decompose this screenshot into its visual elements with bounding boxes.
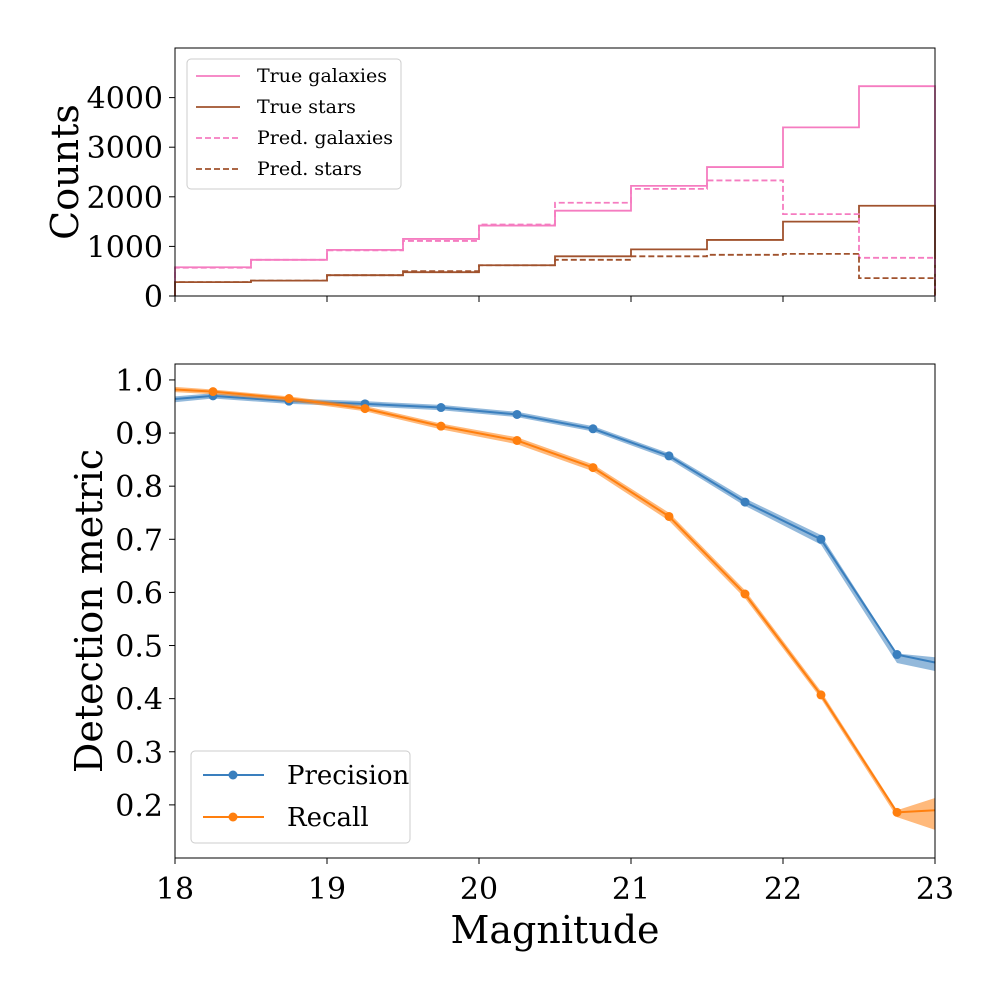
legend-label: Precision bbox=[287, 761, 409, 791]
precision-point bbox=[512, 409, 522, 419]
y-tick-label: 0.4 bbox=[115, 683, 163, 718]
precision-point bbox=[436, 403, 446, 413]
y-tick-label: 0.8 bbox=[115, 470, 163, 505]
precision-point bbox=[740, 497, 750, 507]
axes-frame bbox=[174, 47, 936, 297]
y-tick-label: 0 bbox=[144, 280, 163, 315]
recall-point bbox=[588, 463, 598, 473]
y-tick-label: 0.9 bbox=[115, 417, 163, 452]
y-tick-label: 0.3 bbox=[115, 736, 163, 771]
y-tick-label: 0.6 bbox=[115, 576, 163, 611]
precision-confidence-band bbox=[175, 393, 935, 672]
precision-point bbox=[816, 534, 826, 544]
y-tick-label: 2000 bbox=[87, 181, 163, 216]
detection-metric-panel: 0.2 0.3 0.4 0.5 0.6 0.7 0.8 0.9 1.0 18 19 20 21 22 23 M… bbox=[67, 363, 954, 952]
legend-label: Pred. stars bbox=[257, 158, 362, 180]
y-axis-label: Counts bbox=[43, 104, 87, 240]
legend-marker bbox=[228, 812, 238, 822]
series-step-true-galaxies bbox=[174, 85, 936, 296]
recall-point bbox=[436, 421, 446, 431]
y-tick-label: 1.0 bbox=[115, 364, 163, 399]
legend-label: Pred. galaxies bbox=[257, 127, 393, 149]
recall-point bbox=[284, 394, 294, 404]
x-tick-label: 21 bbox=[612, 872, 650, 907]
y-tick-label: 4000 bbox=[87, 82, 163, 117]
legend-marker bbox=[228, 770, 238, 780]
x-tick-label: 20 bbox=[460, 872, 498, 907]
precision-point bbox=[892, 650, 902, 660]
x-tick-label: 19 bbox=[308, 872, 346, 907]
recall-line bbox=[174, 388, 936, 814]
recall-point bbox=[360, 404, 370, 414]
recall-point bbox=[892, 807, 902, 817]
y-tick-label: 1000 bbox=[87, 230, 163, 265]
precision-point bbox=[588, 424, 598, 434]
x-tick-label: 22 bbox=[764, 872, 802, 907]
y-tick-label: 0.7 bbox=[115, 523, 163, 558]
series-step-pred-galaxies bbox=[174, 179, 936, 296]
recall-point bbox=[740, 589, 750, 599]
legend-label: True stars bbox=[257, 96, 356, 118]
y-tick-label: 3000 bbox=[87, 131, 163, 166]
y-tick-label: 0.5 bbox=[115, 630, 163, 665]
x-tick-label: 23 bbox=[916, 872, 954, 907]
y-tick-label: 0.2 bbox=[115, 789, 163, 824]
series-step-pred-stars bbox=[174, 252, 936, 296]
recall-point bbox=[664, 511, 674, 521]
x-axis-label: Magnitude bbox=[450, 908, 659, 952]
legend: Precision Recall bbox=[190, 750, 411, 844]
recall-point bbox=[208, 387, 218, 397]
legend-label: True galaxies bbox=[257, 65, 387, 87]
recall-point bbox=[512, 435, 522, 445]
precision-line bbox=[174, 394, 936, 664]
y-axis-label: Detection metric bbox=[67, 449, 111, 773]
legend-box bbox=[186, 58, 402, 190]
x-tick-label: 18 bbox=[156, 872, 194, 907]
legend: True galaxies True stars Pred. galaxies Pre… bbox=[186, 58, 402, 190]
axes-frame bbox=[174, 363, 936, 859]
recall-point bbox=[816, 690, 826, 700]
legend-label: Recall bbox=[287, 803, 369, 833]
precision-point bbox=[664, 451, 674, 461]
